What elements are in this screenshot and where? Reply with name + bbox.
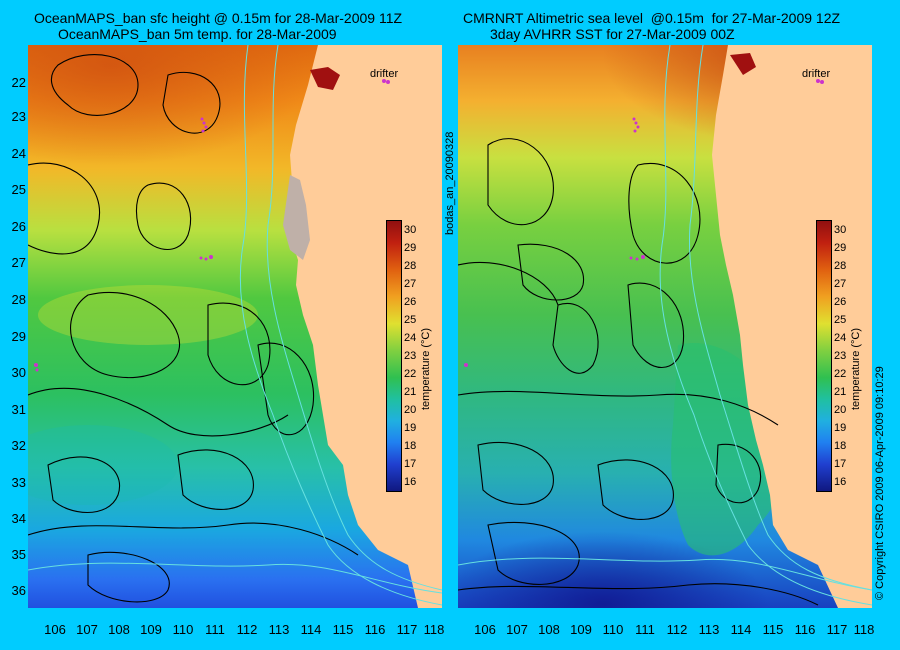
sea-level-contours <box>458 138 819 606</box>
lat-tick: 34 <box>11 511 26 526</box>
drifter-tracks <box>464 79 824 367</box>
colorbar-tick: 20 <box>834 404 847 416</box>
lat-tick: 32 <box>11 438 26 453</box>
lon-tick: 106 <box>474 622 496 637</box>
colorbar-tick: 23 <box>834 350 847 362</box>
lon-tick: 117 <box>396 622 418 637</box>
colorbar-tick: 23 <box>404 350 417 362</box>
colorbar-tick: 17 <box>404 458 417 470</box>
colorbar-tick: 22 <box>404 368 417 380</box>
colorbar-tick: 20 <box>404 404 417 416</box>
colorbar-tick: 21 <box>834 386 847 398</box>
shark-bay-shelf <box>283 175 310 260</box>
lon-tick: 111 <box>205 622 225 637</box>
lat-tick: 36 <box>11 583 26 598</box>
lon-tick: 113 <box>268 622 290 637</box>
colorbar-tick: 17 <box>834 458 847 470</box>
colorbar-tick: 28 <box>834 260 847 272</box>
colorbar-tick: 29 <box>404 242 417 254</box>
right-map-panel[interactable] <box>458 45 872 608</box>
colorbar-tick: 30 <box>834 224 847 236</box>
colorbar-tick: 30 <box>404 224 417 236</box>
left-temperature-map <box>28 45 442 608</box>
colorbar-tick: 19 <box>404 422 417 434</box>
left-title-line2: OceanMAPS_ban 5m temp. for 28-Mar-2009 <box>58 26 337 42</box>
lon-tick: 112 <box>236 622 258 637</box>
lon-tick: 111 <box>635 622 655 637</box>
lon-tick: 109 <box>570 622 592 637</box>
left-map-panel[interactable] <box>28 45 442 608</box>
lon-tick: 107 <box>76 622 98 637</box>
lon-tick: 115 <box>762 622 784 637</box>
right-title-line2: 3day AVHRR SST for 27-Mar-2009 00Z <box>490 26 735 42</box>
lat-tick: 24 <box>11 146 26 161</box>
lon-tick: 108 <box>108 622 130 637</box>
north-coast-warm-patch <box>730 53 756 75</box>
lat-tick: 30 <box>11 365 26 380</box>
australia-land-mass <box>712 45 872 608</box>
lon-tick: 117 <box>826 622 848 637</box>
lat-tick: 26 <box>11 219 26 234</box>
lat-tick: 22 <box>11 75 26 90</box>
lon-tick: 110 <box>602 622 624 637</box>
lon-tick: 108 <box>538 622 560 637</box>
lon-tick: 109 <box>140 622 162 637</box>
colorbar-tick: 16 <box>834 476 847 488</box>
lon-tick: 110 <box>172 622 194 637</box>
lat-tick: 27 <box>11 255 26 270</box>
lon-tick: 114 <box>730 622 752 637</box>
lat-tick: 35 <box>11 547 26 562</box>
lon-tick: 107 <box>506 622 528 637</box>
lon-tick: 115 <box>332 622 354 637</box>
lat-tick: 29 <box>11 329 26 344</box>
lat-tick: 33 <box>11 475 26 490</box>
right-colorbar <box>816 220 832 492</box>
right-drifter-label: drifter <box>802 68 831 80</box>
colorbar-tick: 25 <box>404 314 417 326</box>
colorbar-tick: 18 <box>404 440 417 452</box>
left-title-line1: OceanMAPS_ban sfc height @ 0.15m for 28-… <box>34 10 403 26</box>
colorbar-tick: 19 <box>834 422 847 434</box>
bathymetry-isobaths <box>28 45 442 606</box>
colorbar-tick: 18 <box>834 440 847 452</box>
colorbar-tick: 16 <box>404 476 417 488</box>
left-colorbar-label: temperature (°C) <box>420 327 432 410</box>
lon-tick: 114 <box>300 622 322 637</box>
colorbar-tick: 24 <box>404 332 417 344</box>
colorbar-tick: 21 <box>404 386 417 398</box>
right-colorbar-label: temperature (°C) <box>850 327 862 410</box>
lon-tick: 113 <box>698 622 720 637</box>
lon-tick: 118 <box>423 622 445 637</box>
lon-tick: 116 <box>364 622 386 637</box>
lon-tick: 118 <box>853 622 875 637</box>
lon-tick: 112 <box>666 622 688 637</box>
copyright-label: © Copyright CSIRO 2009 06-Apr-2009 09:10… <box>874 366 886 600</box>
bathymetry-isobaths <box>458 45 872 606</box>
colorbar-tick: 22 <box>834 368 847 380</box>
left-drifter-label: drifter <box>370 68 399 80</box>
colorbar-tick: 26 <box>404 296 417 308</box>
lon-tick: 106 <box>44 622 66 637</box>
right-title-line1: CMRNRT Altimetric sea level @0.15m for 2… <box>463 10 841 26</box>
colorbar-tick: 29 <box>834 242 847 254</box>
right-temperature-map <box>458 45 872 608</box>
australia-land-mass <box>290 45 442 608</box>
colorbar-tick: 26 <box>834 296 847 308</box>
lat-tick: 23 <box>11 109 26 124</box>
north-coast-warm-patch <box>310 67 340 90</box>
lon-tick: 116 <box>794 622 816 637</box>
colorbar-tick: 25 <box>834 314 847 326</box>
colorbar-tick: 27 <box>834 278 847 290</box>
sea-level-contours <box>28 54 359 603</box>
lat-tick: 25 <box>11 182 26 197</box>
lat-tick: 31 <box>11 402 26 417</box>
drifter-tracks <box>34 79 390 372</box>
analysis-id-label: bodas_an_20090328 <box>444 131 456 235</box>
left-colorbar <box>386 220 402 492</box>
colorbar-tick: 27 <box>404 278 417 290</box>
colorbar-tick: 24 <box>834 332 847 344</box>
colorbar-tick: 28 <box>404 260 417 272</box>
lat-tick: 28 <box>11 292 26 307</box>
